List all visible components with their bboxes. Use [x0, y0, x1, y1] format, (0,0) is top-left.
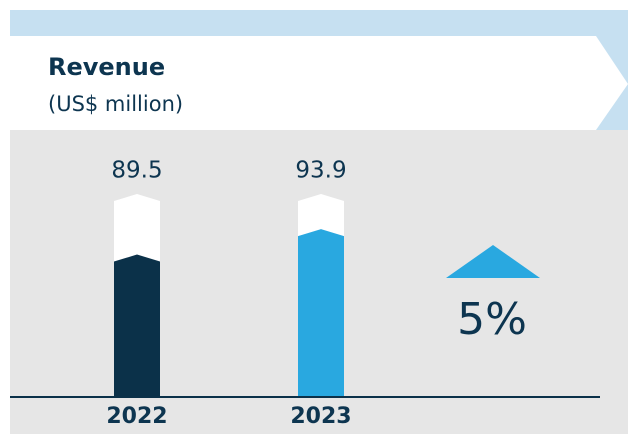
bar [114, 254, 160, 397]
bar [298, 229, 344, 397]
value-label: 93.9 [295, 158, 346, 184]
x-tick-label: 2022 [106, 404, 167, 429]
x-tick-label: 2023 [290, 404, 351, 429]
chart-title: Revenue [48, 53, 165, 81]
value-label: 89.5 [111, 158, 162, 184]
change-arrow [446, 245, 540, 278]
change-label: 5% [457, 294, 527, 345]
header-panel [10, 36, 628, 130]
chart-subtitle: (US$ million) [48, 92, 183, 116]
